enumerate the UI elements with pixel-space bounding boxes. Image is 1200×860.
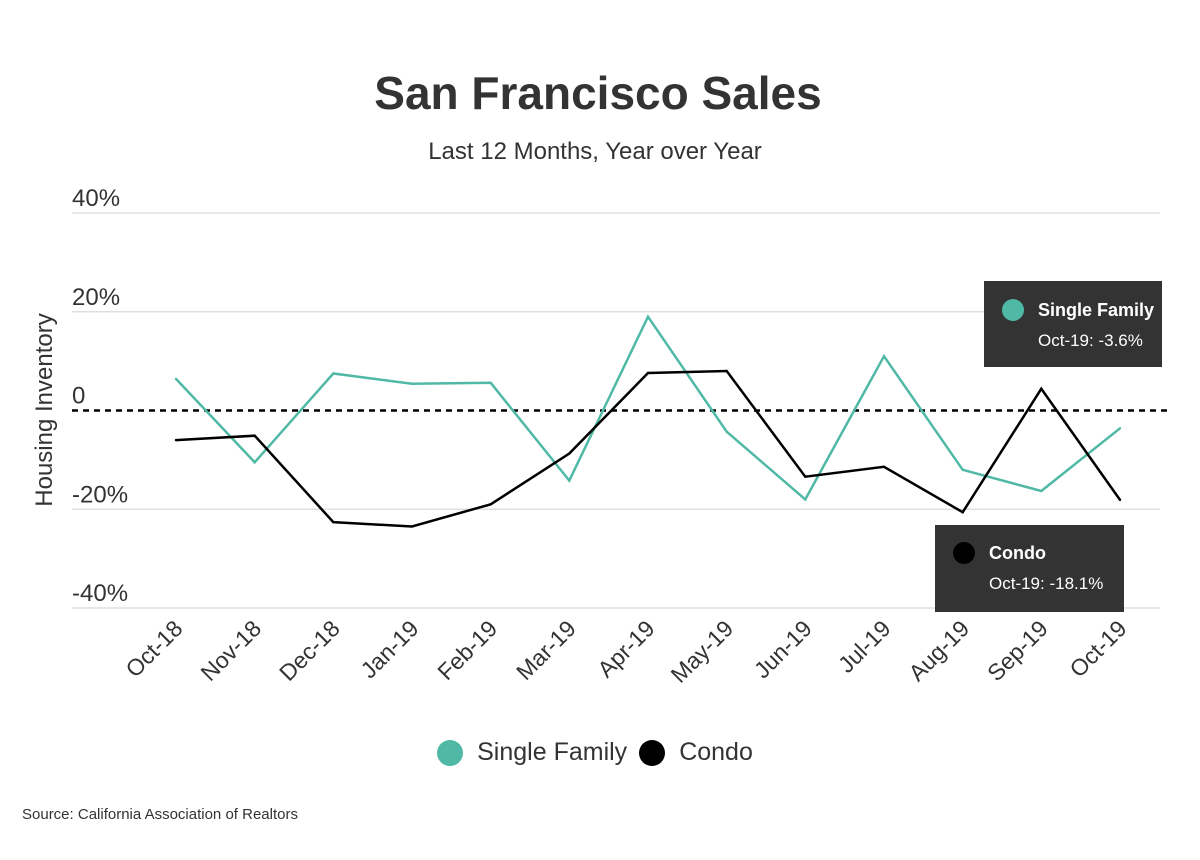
single-family-data-point [725, 430, 728, 433]
single-family-data-point [961, 468, 964, 471]
legend-item-condo[interactable]: Condo [639, 738, 753, 767]
single-family-data-point [332, 372, 335, 375]
condo-data-point [646, 371, 650, 375]
source-note: Source: California Association of Realto… [22, 806, 298, 823]
x-tick-label: Nov-18 [195, 615, 266, 686]
condo-series-line [175, 369, 1122, 528]
x-tick-label: Oct-19 [1064, 615, 1131, 682]
x-tick-label: Aug-19 [903, 615, 974, 686]
y-tick-label: 0 [72, 383, 85, 410]
x-tick-label: Jul-19 [833, 615, 896, 678]
condo-data-point [489, 503, 492, 506]
single-family-data-point [1118, 427, 1122, 430]
chart-subtitle: Last 12 Months, Year over Year [428, 138, 762, 165]
condo-data-point [410, 525, 414, 528]
x-tick-label: Apr-19 [592, 615, 659, 682]
condo-callout-value: Oct-19: -18.1% [989, 574, 1104, 593]
single-family-data-point [1040, 489, 1043, 493]
condo-data-point [961, 511, 964, 514]
single-family-data-point [174, 377, 178, 381]
legend-label-single-family: Single Family [477, 738, 628, 766]
condo-legend-dot [639, 739, 666, 766]
condo-data-point [1118, 498, 1122, 502]
single-family-data-point [804, 498, 807, 501]
x-tick-label: Dec-18 [274, 615, 345, 686]
condo-data-point [882, 465, 886, 468]
x-tick-label: Mar-19 [511, 615, 581, 685]
condo-data-point [332, 520, 335, 524]
y-tick-label: 20% [72, 284, 120, 311]
single-family-data-point [489, 381, 492, 385]
single-family-data-point [253, 461, 256, 464]
x-tick-label: Sep-19 [982, 615, 1053, 686]
x-tick-label: May-19 [666, 615, 739, 688]
single-family-callout-label: Single Family [1038, 299, 1155, 320]
single-family-data-point [410, 382, 414, 386]
condo-callout-label: Condo [989, 542, 1046, 563]
single-family-legend-dot [437, 739, 464, 766]
y-axis-label: Housing Inventory [31, 313, 58, 506]
x-tick-label: Feb-19 [432, 615, 502, 685]
condo-data-point [253, 434, 256, 437]
y-tick-label: -40% [72, 580, 128, 607]
chart-title: San Francisco Sales [374, 67, 822, 119]
single-family-data-point [882, 354, 886, 358]
single-family-data-point [646, 315, 650, 318]
legend-label-condo: Condo [679, 738, 753, 766]
condo-callout-dot [953, 542, 975, 564]
single-family-callout: Single Family Oct-19: -3.6% [984, 281, 1162, 367]
x-tick-label: Jun-19 [749, 615, 817, 683]
condo-data-point [725, 369, 728, 373]
single-family-callout-dot [1002, 299, 1024, 321]
condo-data-point [804, 475, 807, 478]
condo-data-point [174, 438, 178, 442]
chart-legend: Single Family Condo [0, 738, 1190, 767]
x-tick-label: Jan-19 [355, 615, 423, 683]
single-family-series-line [175, 314, 1121, 502]
condo-data-point [568, 452, 571, 455]
legend-item-single-family[interactable]: Single Family [437, 738, 627, 767]
y-tick-label: -20% [72, 481, 128, 508]
condo-data-point [1040, 387, 1043, 390]
single-family-callout-value: Oct-19: -3.6% [1038, 331, 1143, 350]
y-tick-label: 40% [72, 185, 120, 212]
single-family-data-point [568, 479, 571, 482]
condo-callout: Condo Oct-19: -18.1% [935, 525, 1124, 612]
x-tick-label: Oct-18 [120, 615, 187, 682]
